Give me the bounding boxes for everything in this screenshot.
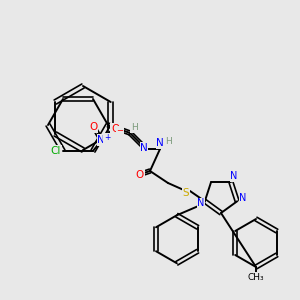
Text: N: N: [140, 143, 148, 153]
Text: S: S: [183, 188, 189, 198]
Text: +: +: [104, 134, 110, 142]
Text: H: H: [130, 124, 137, 133]
Text: N: N: [156, 138, 164, 148]
Text: −: −: [116, 127, 124, 136]
Text: Cl: Cl: [51, 146, 61, 156]
Text: O: O: [136, 170, 144, 180]
Text: N: N: [197, 198, 205, 208]
Text: N: N: [239, 193, 247, 203]
Text: H: H: [166, 137, 172, 146]
Text: O: O: [111, 124, 119, 134]
Text: N: N: [230, 171, 238, 181]
Text: CH₃: CH₃: [248, 272, 264, 281]
Text: O: O: [89, 122, 97, 132]
Text: N: N: [97, 135, 105, 145]
